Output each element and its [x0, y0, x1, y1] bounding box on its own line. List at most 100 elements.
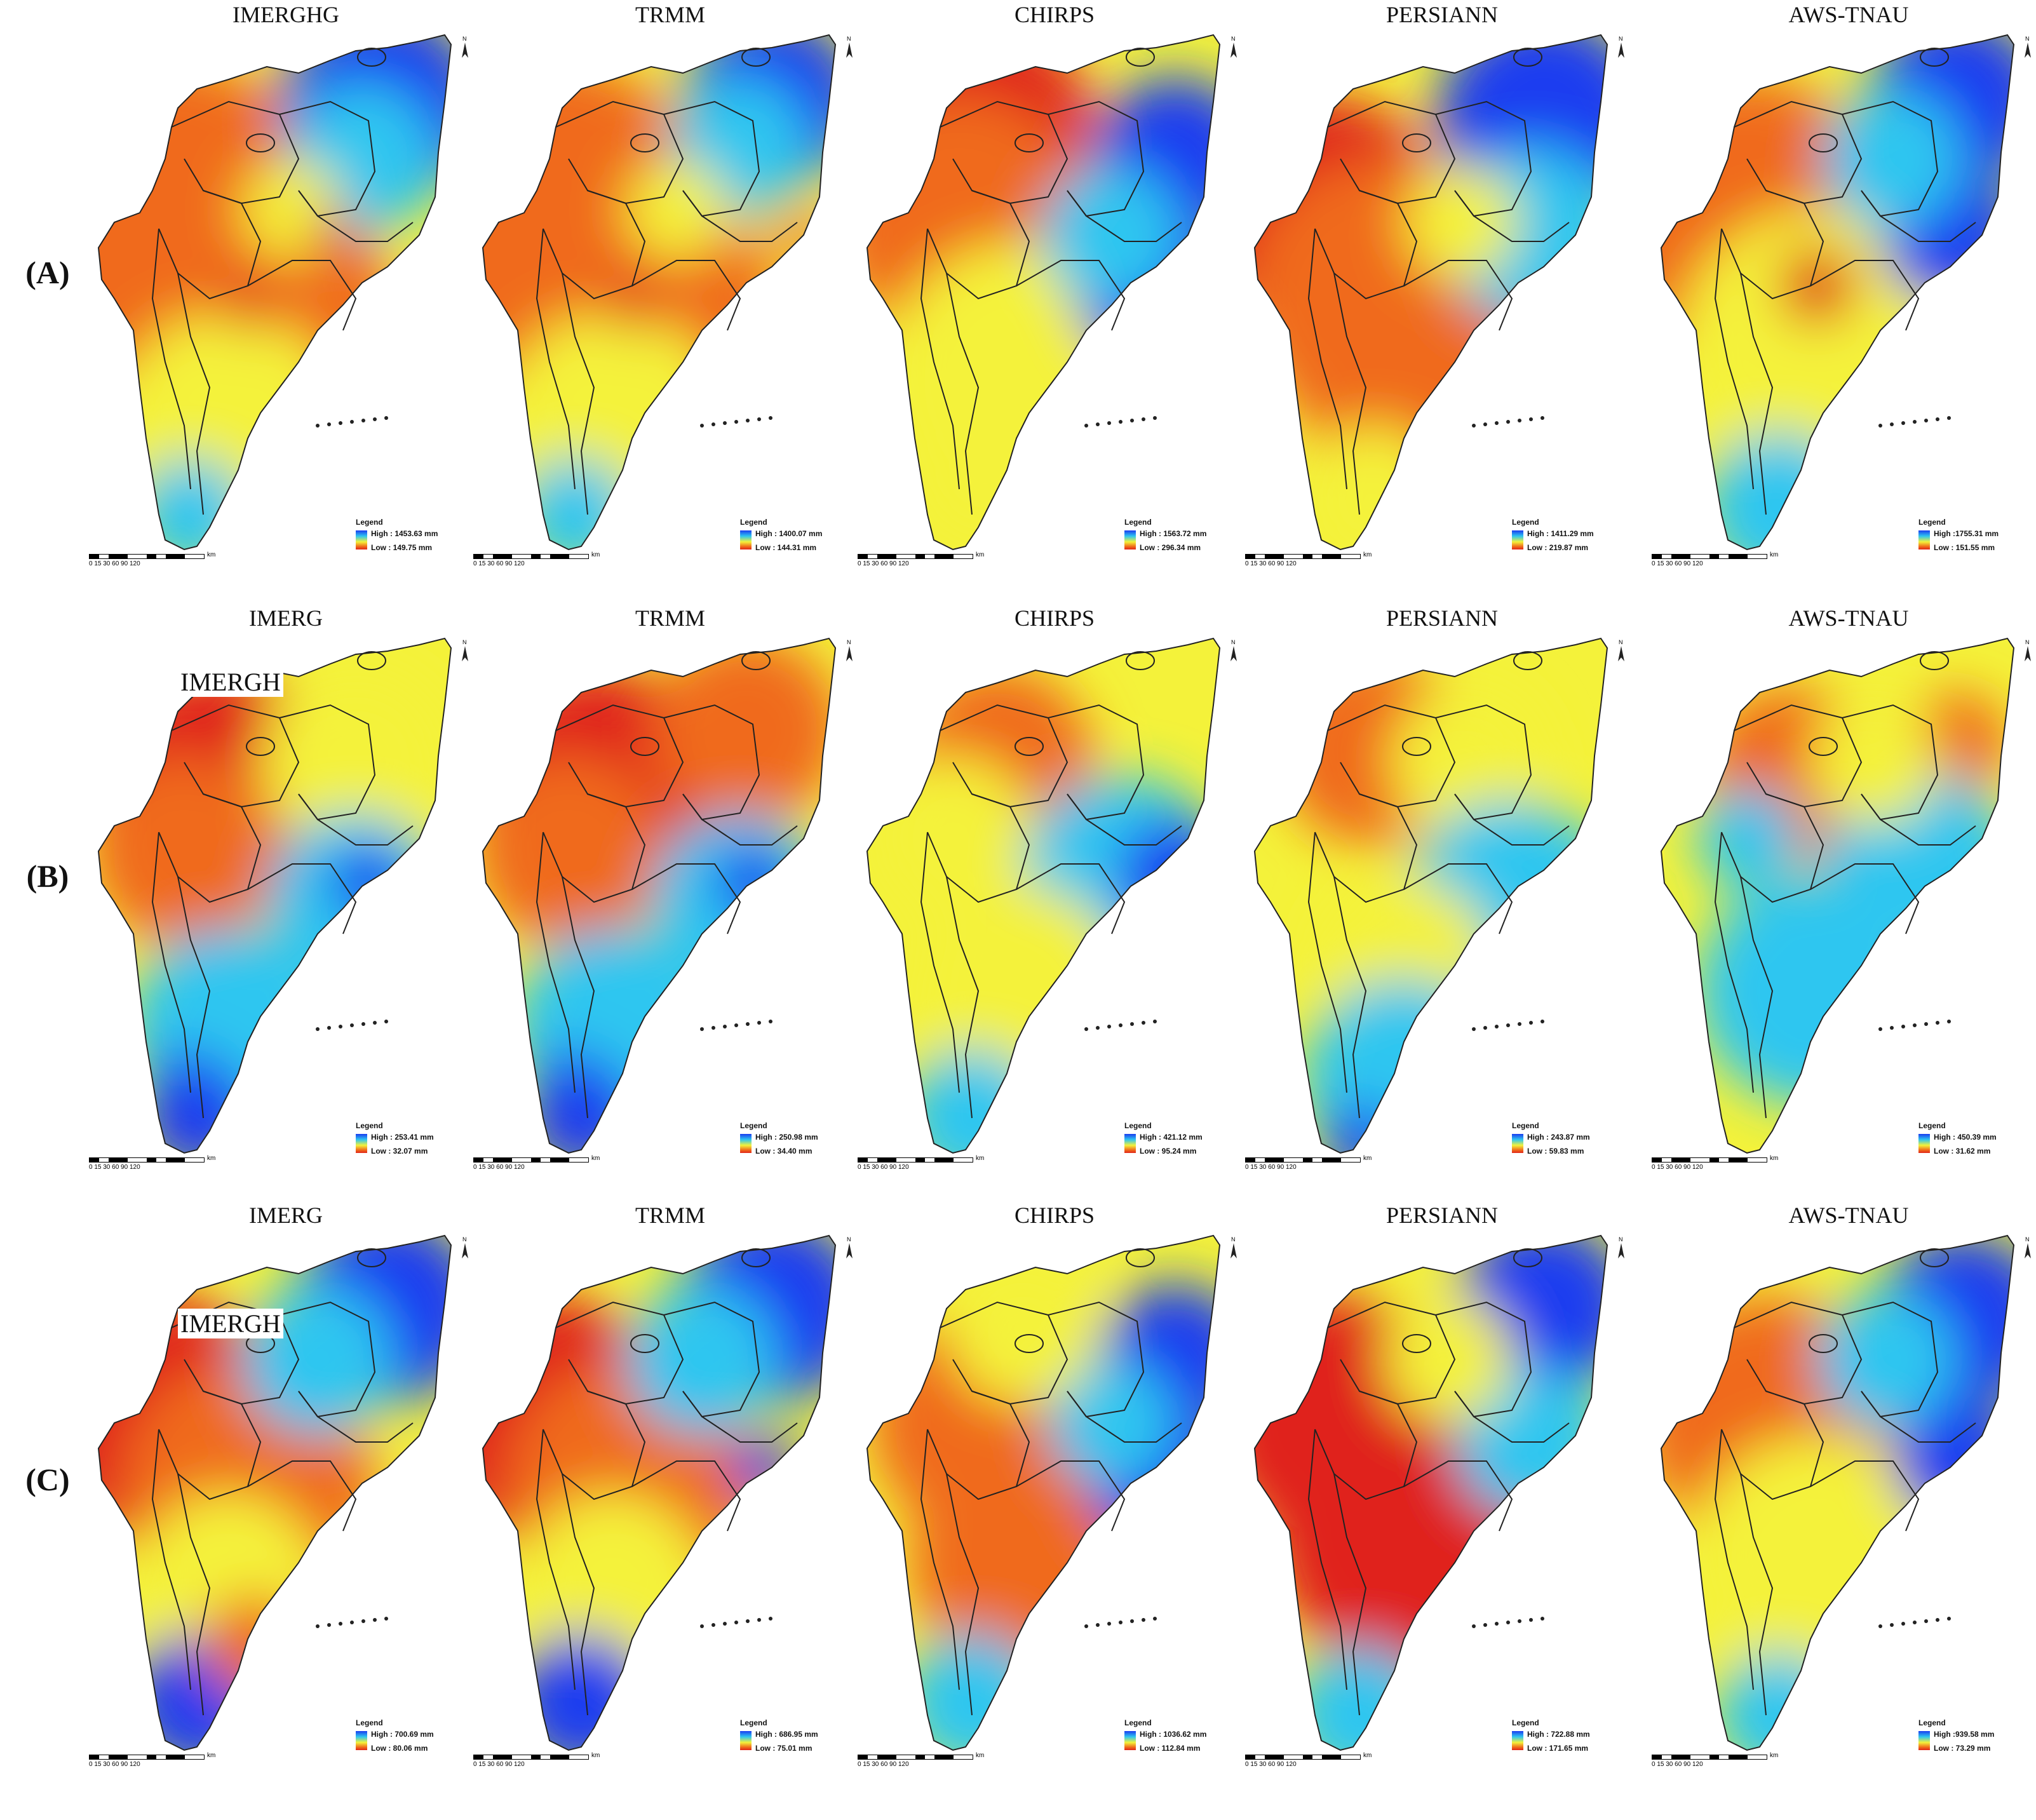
- rainfall-zone: [947, 1251, 1099, 1404]
- island-dot: [1924, 419, 1928, 422]
- island-dot: [327, 422, 331, 426]
- island-dot: [1506, 1023, 1510, 1027]
- island-dot: [1878, 424, 1882, 428]
- north-arrow-icon: N: [459, 1236, 471, 1261]
- panel-title: AWS-TNAU: [1788, 605, 1909, 631]
- legend-high: High : 1563.72 mm: [1140, 529, 1207, 538]
- rainfall-zone: [1779, 248, 1855, 324]
- panel-title: CHIRPS: [1014, 2, 1095, 27]
- district-boundary: [920, 228, 960, 490]
- north-arrow-icon: N: [1227, 638, 1240, 664]
- district-boundary: [177, 273, 211, 515]
- state-outline: [1253, 34, 1608, 551]
- island-dot: [1936, 417, 1939, 421]
- island-dot: [1518, 1619, 1521, 1623]
- island-dot: [734, 1023, 738, 1027]
- rainfall-zone: [1048, 1359, 1175, 1486]
- north-arrow-icon: N: [1615, 1236, 1628, 1261]
- island-dot: [1107, 1025, 1111, 1028]
- scale-bar-segments: [473, 554, 589, 559]
- legend-high: High : 253.41 mm: [371, 1133, 434, 1142]
- rainfall-zone: [1696, 788, 1798, 889]
- island-dot: [1495, 1622, 1499, 1626]
- rainfall-map: [97, 637, 452, 1154]
- island-dot: [1153, 1617, 1157, 1621]
- district-boundary: [1307, 832, 1347, 1093]
- rainfall-map: [482, 637, 837, 1154]
- rainfall-zone: [1823, 89, 1963, 229]
- map-panel: AWS-TNAU N Legend High :939.58 mm Low : 73.2…: [1652, 1203, 2036, 1810]
- scale-bar: km 0 15 30 60 90 120: [1652, 551, 1817, 579]
- scale-bar-segments: [89, 1755, 205, 1760]
- scale-unit: km: [1770, 1752, 1779, 1759]
- legend-high: High :939.58 mm: [1934, 1730, 1995, 1739]
- district-boundary: [946, 1473, 980, 1716]
- scale-bar: km 0 15 30 60 90 120: [89, 551, 254, 579]
- north-arrow-icon: N: [459, 35, 471, 60]
- legend-low: Low : 296.34 mm: [1140, 543, 1201, 552]
- island-dot: [1947, 1617, 1951, 1621]
- panel-title: AWS-TNAU: [1788, 1203, 1909, 1228]
- legend-title: Legend: [356, 518, 383, 527]
- rainfall-zone: [483, 756, 664, 947]
- rainfall-map: [1660, 1234, 2015, 1751]
- district-boundary: [298, 793, 414, 846]
- scale-bar: km 0 15 30 60 90 120: [1652, 1752, 1817, 1780]
- island-dot: [384, 1617, 388, 1621]
- district-boundary: [741, 1248, 771, 1267]
- map-panel: CHIRPS N Legend High : 421.12 mm Low : 95.24…: [858, 605, 1251, 1213]
- island-dot: [316, 424, 320, 428]
- island-dot: [757, 417, 761, 421]
- map-legend: Legend High : 1563.72 mm Low : 296.34 mm: [1124, 518, 1264, 569]
- island-dot: [1901, 1025, 1905, 1028]
- map-panel: CHIRPS N Legend High : 1563.72 mm Low : 296.…: [858, 2, 1251, 610]
- scale-bar: km 0 15 30 60 90 120: [473, 1752, 638, 1780]
- island-dot: [1506, 420, 1510, 424]
- island-dot: [700, 424, 704, 428]
- district-boundary: [1810, 260, 1920, 331]
- map-legend: Legend High : 1400.07 mm Low : 144.31 mm: [740, 518, 880, 569]
- island-dot: [1913, 420, 1917, 424]
- island-dot: [1540, 416, 1544, 420]
- north-arrow-icon: N: [2021, 638, 2034, 664]
- district-boundary: [357, 651, 386, 670]
- island-dot: [1878, 1624, 1882, 1628]
- rainfall-zone: [1817, 1290, 1957, 1429]
- map-legend: Legend High : 722.88 mm Low : 171.65 mm: [1512, 1718, 1652, 1769]
- island-dot: [1936, 1618, 1939, 1622]
- island-dot: [1540, 1617, 1544, 1621]
- district-boundary: [151, 832, 191, 1093]
- scale-unit: km: [207, 551, 216, 558]
- island-dot: [339, 1622, 342, 1626]
- district-boundary: [946, 273, 980, 515]
- state-outline: [866, 1234, 1221, 1751]
- svg-text:N: N: [847, 639, 851, 645]
- legend-color-ramp: [1512, 1731, 1523, 1750]
- scale-bar: km 0 15 30 60 90 120: [858, 1752, 1023, 1780]
- island-dot: [700, 1624, 704, 1628]
- district-boundary: [1403, 863, 1513, 934]
- district-boundary: [298, 1391, 414, 1443]
- island-dot: [1947, 416, 1951, 420]
- legend-low: Low : 32.07 mm: [371, 1147, 428, 1156]
- scale-unit: km: [976, 551, 985, 558]
- island-dot: [1529, 1618, 1533, 1622]
- legend-title: Legend: [1512, 1121, 1539, 1130]
- district-boundary: [1920, 651, 1949, 670]
- north-arrow-icon: N: [843, 35, 856, 60]
- map-legend: Legend High : 421.12 mm Low : 95.24 mm: [1124, 1121, 1264, 1172]
- rainfall-zone: [260, 667, 451, 858]
- svg-text:N: N: [1231, 1236, 1236, 1243]
- district-boundary: [1333, 876, 1367, 1119]
- island-dot: [361, 1022, 365, 1026]
- overlay-label: IMERGH: [178, 1309, 283, 1338]
- island-dot: [1540, 1020, 1544, 1023]
- island-dot: [316, 1624, 320, 1628]
- legend-low: Low : 171.65 mm: [1527, 1744, 1589, 1753]
- scale-unit: km: [1363, 1155, 1372, 1162]
- rainfall-map: [97, 1234, 452, 1751]
- island-dot: [1119, 1023, 1122, 1027]
- island-dot: [1084, 424, 1088, 428]
- island-dot: [373, 1618, 377, 1622]
- scale-bar: km 0 15 30 60 90 120: [473, 551, 638, 579]
